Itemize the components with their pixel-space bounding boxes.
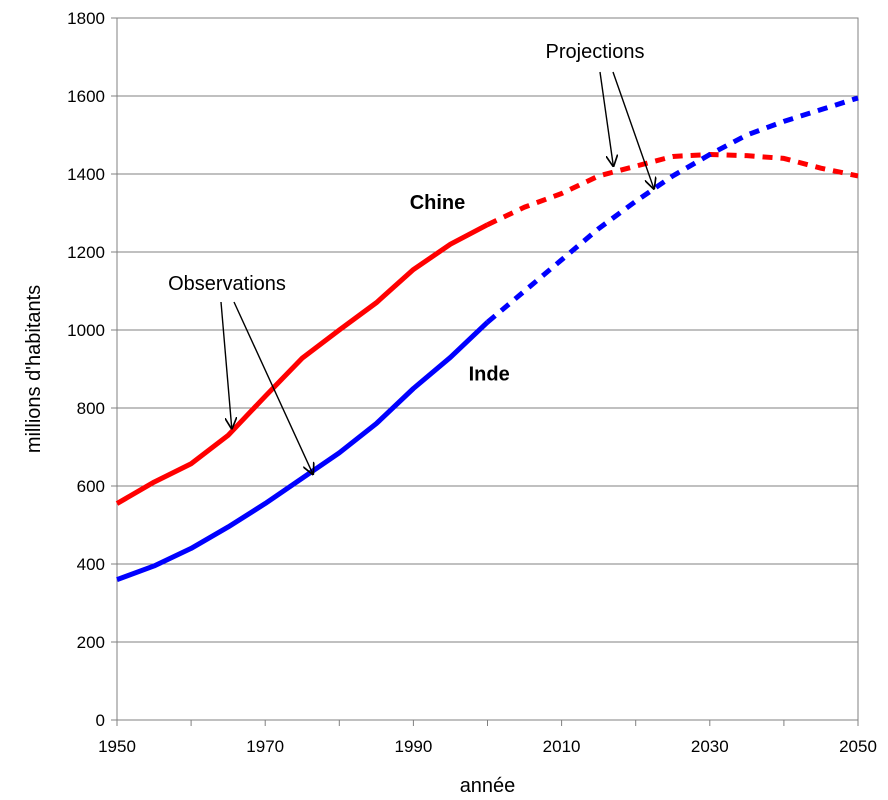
series-chine-projected-line — [486, 152, 859, 227]
x-tick-label-2030: 2030 — [691, 737, 729, 756]
series-inde-observed-line — [116, 320, 490, 582]
annotation-label-projections: Projections — [546, 41, 645, 63]
x-axis-title: année — [460, 775, 516, 797]
y-tick-label-1400: 1400 — [67, 165, 105, 184]
series-inde-projected-line — [485, 95, 859, 325]
annotation-arrow-projections-2 — [612, 71, 654, 190]
y-tick-label-1200: 1200 — [67, 243, 105, 262]
annotation-label-observations: Observations — [168, 273, 286, 295]
annotation-arrow-observations-2 — [233, 301, 313, 475]
axes: 0 200 400 600 800 1000 1200 1400 1600 1800 1950 197… — [67, 9, 877, 756]
x-tick-label-1990: 1990 — [394, 737, 432, 756]
x-tick-label-2050: 2050 — [839, 737, 877, 756]
y-tick-label-1000: 1000 — [67, 321, 105, 340]
series: Chine Inde — [115, 95, 859, 582]
y-tick-label-400: 400 — [77, 555, 105, 574]
x-tick-label-1970: 1970 — [246, 737, 284, 756]
gridlines — [117, 17, 858, 643]
annotation-arrow-observations-1 — [220, 301, 232, 429]
y-axis-title: millions d'habitants — [23, 285, 45, 453]
annotation-arrow-projections-1 — [599, 71, 613, 167]
series-label-inde: Inde — [469, 364, 510, 386]
y-tick-label-600: 600 — [77, 477, 105, 496]
series-label-chine: Chine — [410, 192, 466, 214]
y-tick-label-0: 0 — [96, 711, 105, 730]
y-tick-label-800: 800 — [77, 399, 105, 418]
y-tick-label-200: 200 — [77, 633, 105, 652]
annotations: Observations Projections — [168, 41, 654, 475]
x-tick-label-1950: 1950 — [98, 737, 136, 756]
y-tick-label-1800: 1800 — [67, 9, 105, 28]
y-tick-label-1600: 1600 — [67, 87, 105, 106]
x-tick-label-2010: 2010 — [543, 737, 581, 756]
series-chine-observed-line — [115, 222, 489, 506]
